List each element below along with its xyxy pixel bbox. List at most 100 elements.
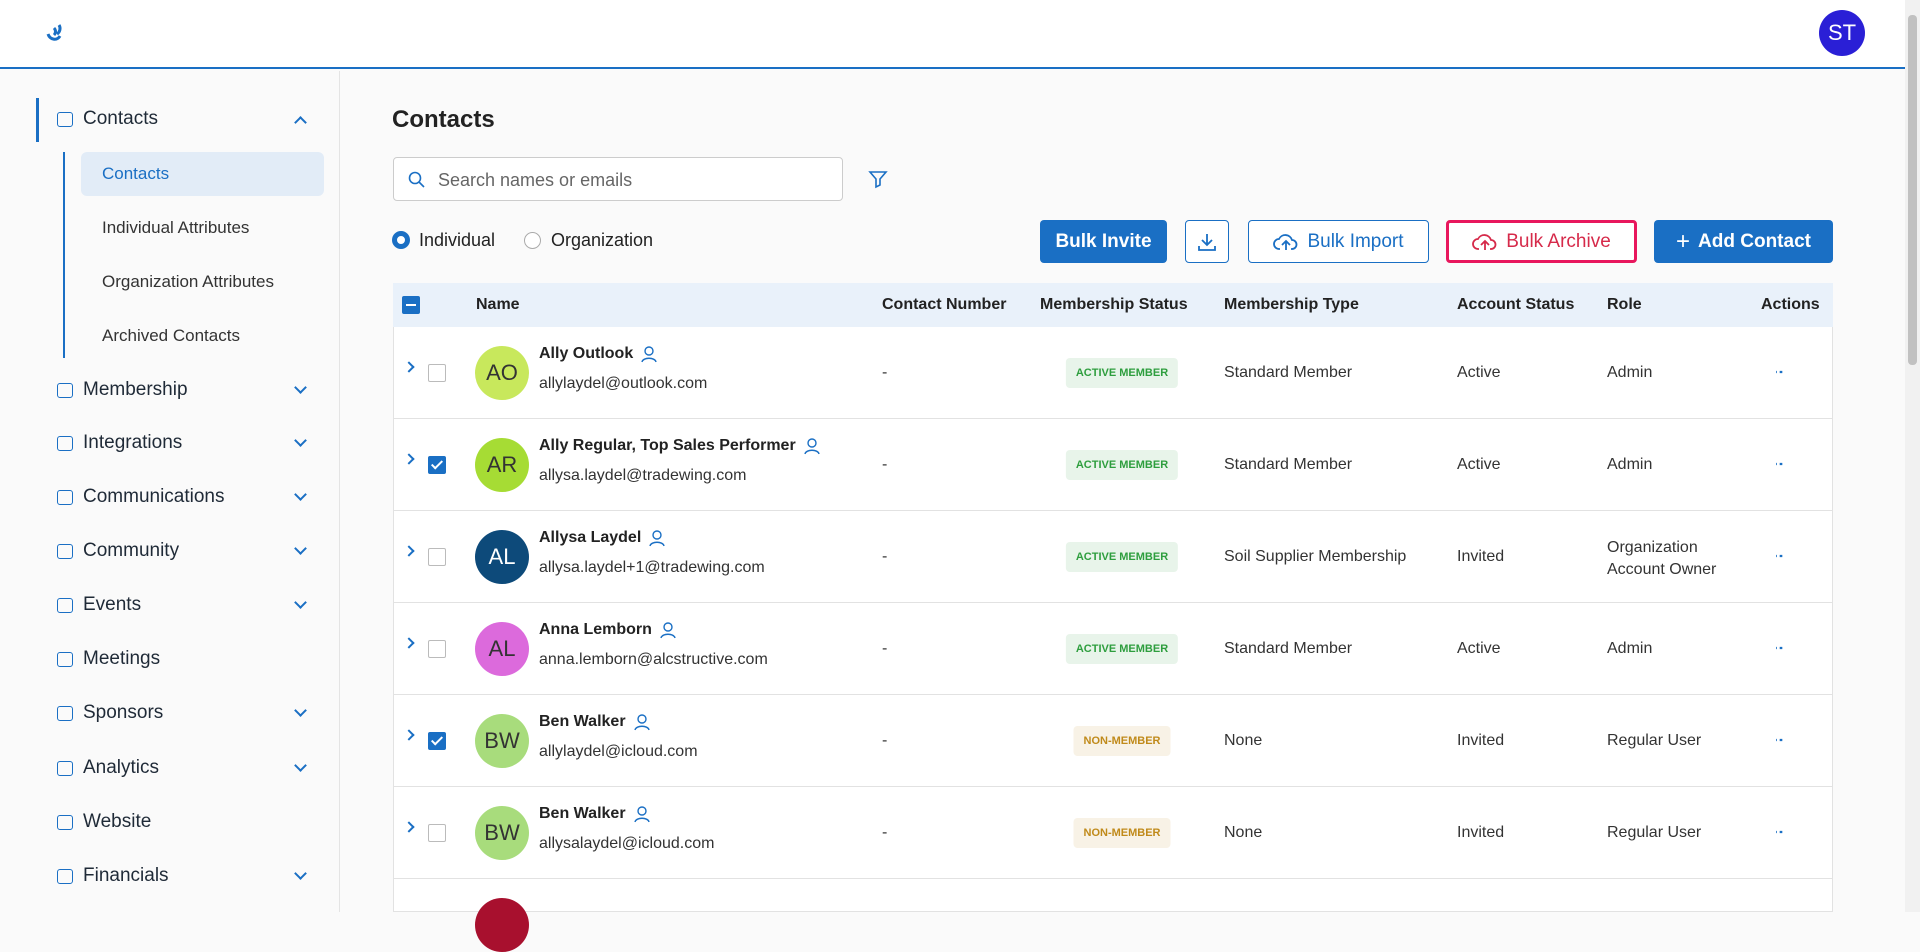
contact-email: anna.lemborn@alcstructive.com <box>539 651 768 668</box>
contact-name[interactable]: Allysa Laydel <box>539 529 665 547</box>
active-bar <box>36 98 39 142</box>
row-checkbox[interactable] <box>428 364 446 382</box>
nav-group[interactable]: Financials <box>83 865 169 886</box>
bulk-invite-button[interactable]: Bulk Invite <box>1040 220 1167 263</box>
nav-icon <box>57 490 73 505</box>
avatar: AR <box>475 438 529 492</box>
role: Regular User <box>1607 824 1702 841</box>
scrollbar <box>1905 0 1920 912</box>
membership-badge: ACTIVE MEMBER <box>1065 542 1179 572</box>
membership-type: Standard Member <box>1224 456 1353 473</box>
name-text[interactable]: Ally Regular, Top Sales Performer <box>539 437 796 454</box>
actions-menu[interactable]: ⋮ <box>1776 824 1784 837</box>
nav-subitem[interactable]: Contacts <box>102 164 170 183</box>
radio-organization[interactable] <box>524 232 541 249</box>
membership-badge: ACTIVE MEMBER <box>1065 450 1179 480</box>
nav-group[interactable]: Community <box>83 540 180 561</box>
chevron <box>294 542 307 555</box>
name-text[interactable]: Ally Outlook <box>539 345 634 362</box>
actions-menu[interactable]: ⋮ <box>1776 732 1784 745</box>
chevron <box>294 381 307 394</box>
name-text[interactable]: Allysa Laydel <box>539 529 642 546</box>
person-icon <box>804 438 820 455</box>
name-text[interactable]: Ben Walker <box>539 805 626 822</box>
radio-label: Individual <box>419 230 496 250</box>
contact-name[interactable]: Ben Walker <box>539 805 650 823</box>
row-checkbox[interactable] <box>428 640 446 658</box>
role: Admin <box>1607 364 1653 381</box>
role: Admin <box>1607 640 1653 657</box>
nav-subitem[interactable]: Organization Attributes <box>102 272 274 291</box>
actions-menu[interactable]: ⋮ <box>1776 640 1784 653</box>
avatar: BW <box>475 806 529 860</box>
account-status: Active <box>1457 640 1501 657</box>
nav-icon <box>57 761 73 776</box>
row-divider <box>393 510 1833 511</box>
nav-icon <box>57 436 73 451</box>
column-header: Name <box>476 296 520 313</box>
account-status: Invited <box>1457 548 1505 565</box>
nav-group[interactable]: Communications <box>83 486 225 507</box>
row-checkbox[interactable] <box>428 456 446 474</box>
contact-number: - <box>882 456 888 473</box>
contact-name[interactable]: Anna Lemborn <box>539 621 676 639</box>
membership-type: None <box>1224 732 1263 749</box>
nav-subitem[interactable]: Individual Attributes <box>102 218 250 237</box>
nav-group[interactable]: Integrations <box>83 432 183 453</box>
nav-group[interactable]: Meetings <box>83 648 161 669</box>
contact-number: - <box>882 732 888 749</box>
table-header <box>393 283 1833 327</box>
bulk-archive-button[interactable]: Bulk Archive <box>1446 220 1637 263</box>
actions-menu[interactable]: ⋮ <box>1776 456 1784 469</box>
nav-group[interactable]: Website <box>83 811 152 832</box>
contact-email: allysa.laydel@tradewing.com <box>539 467 747 484</box>
nav-subitem[interactable]: Archived Contacts <box>102 326 240 345</box>
nav-group[interactable]: Membership <box>83 379 188 400</box>
button-label: Add Contact <box>1698 230 1811 252</box>
nav-group[interactable]: Contacts <box>83 108 158 129</box>
membership-badge: ACTIVE MEMBER <box>1065 634 1179 664</box>
nav-icon <box>57 869 73 884</box>
person-icon <box>649 530 665 547</box>
actions-menu[interactable]: ⋮ <box>1776 364 1784 377</box>
contact-number: - <box>882 548 888 565</box>
search-placeholder: Search names or emails <box>438 170 633 190</box>
column-header: Account Status <box>1457 296 1575 313</box>
contact-number: - <box>882 824 888 841</box>
row-checkbox[interactable] <box>428 824 446 842</box>
chevron <box>294 704 307 717</box>
nav-group[interactable]: Events <box>83 594 142 615</box>
column-header: Contact Number <box>882 296 1007 313</box>
user-avatar[interactable]: ST <box>1819 10 1865 56</box>
avatar: AL <box>475 530 529 584</box>
nav-icon <box>57 652 73 667</box>
download-button[interactable] <box>1185 220 1229 263</box>
row-checkbox[interactable] <box>428 732 446 750</box>
account-status: Invited <box>1457 732 1505 749</box>
button-label: Bulk Archive <box>1506 230 1611 252</box>
row-divider <box>393 694 1833 695</box>
membership-badge: NON-MEMBER <box>1073 726 1171 756</box>
nav-group[interactable]: Sponsors <box>83 702 164 723</box>
name-text[interactable]: Ben Walker <box>539 713 626 730</box>
chevron <box>294 596 307 609</box>
search-box[interactable]: Search names or emails <box>393 157 843 201</box>
nav-icon <box>57 815 73 830</box>
avatar <box>475 898 529 952</box>
radio-individual[interactable] <box>392 231 410 249</box>
nav-group[interactable]: Analytics <box>83 757 160 778</box>
sub-line <box>63 152 65 358</box>
name-text[interactable]: Anna Lemborn <box>539 621 652 638</box>
actions-menu[interactable]: ⋮ <box>1776 548 1784 561</box>
row-checkbox[interactable] <box>428 548 446 566</box>
account-status: Invited <box>1457 824 1505 841</box>
contact-name[interactable]: Ben Walker <box>539 713 650 731</box>
chevron <box>294 116 307 129</box>
bulk-import-button[interactable]: Bulk Import <box>1248 220 1429 263</box>
filter-icon[interactable] <box>868 169 888 189</box>
membership-badge: NON-MEMBER <box>1073 818 1171 848</box>
add-contact-button[interactable]: + Add Contact <box>1654 220 1833 263</box>
contact-name[interactable]: Ally Regular, Top Sales Performer <box>539 437 820 455</box>
contact-name[interactable]: Ally Outlook <box>539 345 657 363</box>
select-all-checkbox[interactable] <box>402 296 420 314</box>
